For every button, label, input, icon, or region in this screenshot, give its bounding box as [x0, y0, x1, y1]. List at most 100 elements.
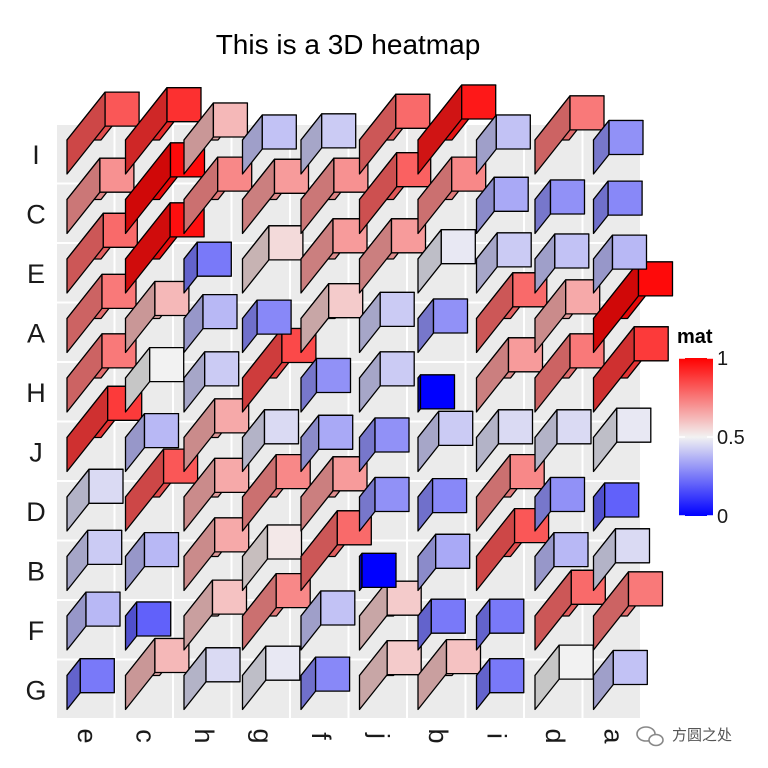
cube-C-g — [241, 158, 310, 235]
chat-bubble-icon — [636, 726, 664, 747]
cube-F-j — [358, 580, 422, 651]
cube-D-h — [183, 457, 250, 532]
column-label-j: j — [365, 732, 395, 739]
cube-G-e — [66, 658, 115, 711]
cube-F-g — [241, 572, 311, 651]
cube-B-d — [534, 531, 589, 592]
cube-H-i — [475, 337, 544, 413]
cube-C-d — [534, 179, 586, 235]
legend-tick-label: 1 — [717, 348, 728, 370]
cube-G-c — [124, 637, 190, 711]
cube-D-j — [358, 476, 410, 532]
row-label-F: F — [28, 616, 45, 646]
cube-I-f — [300, 113, 357, 175]
cube-F-b — [417, 598, 466, 651]
cube-B-j — [358, 552, 397, 592]
cube-I-c — [124, 87, 202, 175]
column-label-b: b — [423, 728, 453, 743]
cube-H-j — [358, 351, 415, 413]
cube-D-b — [417, 477, 468, 532]
cube-H-h — [183, 351, 240, 413]
cube-B-a — [592, 528, 651, 592]
row-label-H: H — [26, 378, 46, 408]
cube-I-j — [358, 93, 431, 175]
row-label-D: D — [26, 497, 46, 527]
cube-A-d — [534, 279, 601, 354]
legend-tick-label: 0 — [717, 506, 728, 528]
legend: mat 10.50 — [677, 326, 745, 528]
cube-E-b — [417, 229, 476, 294]
column-label-d: d — [540, 728, 570, 743]
cube-J-a — [592, 407, 652, 473]
cube-I-a — [592, 119, 644, 175]
cube-A-j — [358, 291, 415, 354]
column-label-a: a — [599, 728, 629, 744]
cube-G-f — [300, 656, 351, 711]
cube-H-a — [592, 326, 669, 413]
cube-D-e — [66, 468, 124, 532]
cube-C-i — [475, 176, 529, 235]
cube-B-c — [124, 531, 180, 592]
cube-I-b — [417, 84, 497, 175]
cube-E-i — [475, 232, 532, 294]
cube-F-a — [592, 571, 664, 651]
cube-E-h — [183, 241, 232, 294]
cube-J-d — [534, 409, 592, 473]
cube-B-g — [241, 524, 303, 592]
column-label-e: e — [72, 728, 102, 743]
cube-J-b — [417, 410, 474, 473]
column-label-g: g — [248, 728, 278, 743]
cube-A-h — [183, 293, 238, 354]
column-label-c: c — [131, 729, 161, 743]
cube-A-g — [241, 299, 292, 354]
cube-I-h — [183, 102, 249, 175]
cube-J-f — [300, 414, 354, 473]
cube-J-j — [358, 417, 410, 473]
legend-tick-label: 0.5 — [717, 427, 745, 449]
row-label-B: B — [27, 556, 45, 586]
legend-ticks: 10.50 — [679, 348, 745, 528]
row-label-G: G — [25, 675, 46, 705]
row-label-A: A — [27, 318, 45, 348]
cube-C-a — [592, 180, 643, 235]
cube-B-b — [417, 533, 471, 592]
cube-H-b — [417, 374, 456, 413]
cube-I-g — [241, 114, 297, 175]
cube-F-i — [475, 598, 525, 651]
cube-G-d — [534, 644, 594, 711]
cube-D-i — [475, 453, 545, 532]
cube-D-a — [592, 482, 640, 532]
cube-G-a — [592, 649, 648, 711]
cube-F-e — [66, 591, 121, 651]
cube-F-c — [124, 601, 172, 651]
legend-title: mat — [677, 326, 713, 348]
cube-J-c — [124, 412, 180, 473]
cube-I-i — [475, 114, 531, 175]
cubes-layer — [66, 84, 674, 711]
cube-A-c — [124, 280, 190, 354]
cube-E-j — [358, 218, 427, 294]
cube-J-i — [475, 409, 534, 473]
cube-H-f — [300, 357, 352, 413]
cube-G-b — [417, 638, 482, 711]
cube-A-b — [417, 298, 469, 354]
watermark-text: 方圆之处 — [672, 727, 732, 744]
cube-D-d — [534, 476, 586, 532]
row-label-J: J — [29, 437, 43, 467]
cube-F-f — [300, 590, 356, 651]
cube-A-a — [592, 261, 674, 354]
cube-E-a — [592, 234, 648, 294]
cube-I-d — [534, 95, 605, 175]
cube-G-h — [183, 647, 241, 711]
cube-B-e — [66, 529, 123, 592]
cube-E-d — [534, 233, 590, 294]
column-label-f: f — [306, 732, 336, 740]
cube-E-f — [300, 218, 368, 294]
cube-D-f — [300, 456, 368, 532]
cube-G-i — [475, 658, 525, 711]
cube-A-f — [300, 283, 364, 354]
chart-title: This is a 3D heatmap — [216, 29, 481, 60]
cube-G-j — [358, 640, 422, 711]
